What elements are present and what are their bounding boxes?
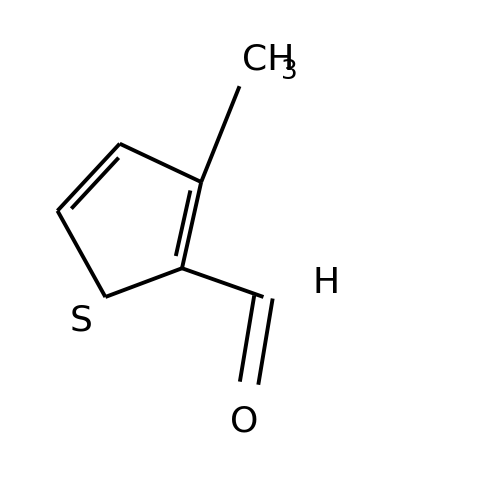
Text: 3: 3 <box>282 59 298 85</box>
Text: O: O <box>230 405 259 438</box>
Text: CH: CH <box>242 43 294 77</box>
Text: S: S <box>70 304 93 338</box>
Text: H: H <box>312 266 339 299</box>
